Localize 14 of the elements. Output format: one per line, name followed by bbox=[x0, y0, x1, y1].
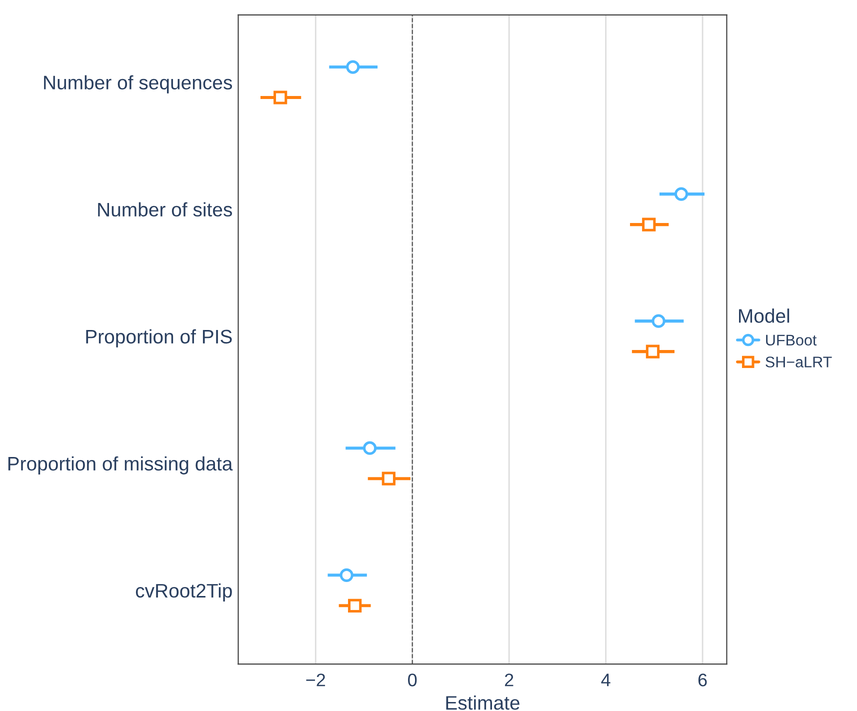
y-tick-label: cvRoot2Tip bbox=[136, 583, 232, 602]
legend-label: SH−aLRT bbox=[766, 356, 832, 368]
x-tick-label: 2 bbox=[504, 674, 514, 686]
y-tick-label: Number of sites bbox=[98, 202, 232, 217]
legend-title: Model bbox=[739, 308, 790, 323]
x-axis-title: Estimate bbox=[446, 695, 520, 710]
y-tick-label: Proportion of missing data bbox=[8, 456, 233, 474]
y-tick-label: Number of sequences bbox=[44, 75, 232, 94]
legend-label: UFBoot bbox=[766, 334, 817, 346]
x-tick-label: 6 bbox=[698, 674, 707, 686]
x-tick-label: 0 bbox=[408, 674, 417, 686]
y-tick-label: Proportion of PIS bbox=[86, 329, 232, 348]
x-tick-label: 4 bbox=[601, 674, 610, 686]
x-tick-label: −2 bbox=[306, 674, 326, 686]
